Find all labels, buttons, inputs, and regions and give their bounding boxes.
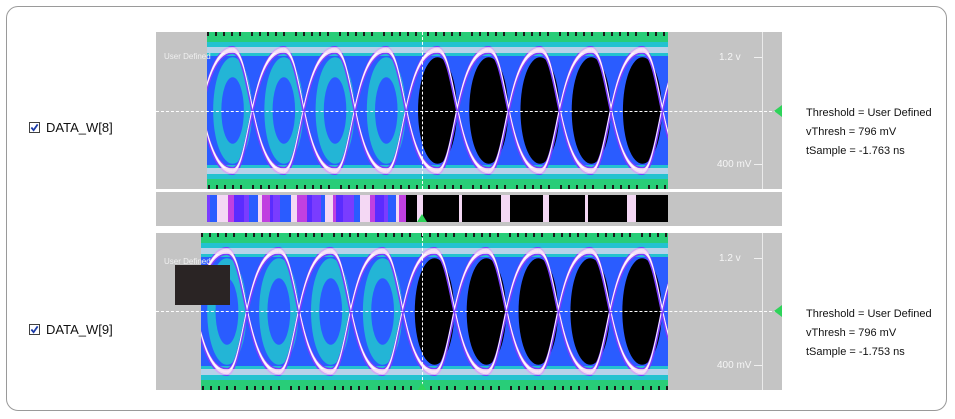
eye-diagram-plot[interactable] (207, 32, 668, 189)
scale-bottom-label: 400 mV (717, 159, 752, 170)
threshold-line[interactable] (156, 111, 782, 112)
tsample-text: tSample = -1.763 ns (806, 145, 905, 157)
channel-checkbox-data-w8[interactable]: DATA_W[8] (29, 120, 113, 135)
overlay-label: User Defined (164, 52, 211, 61)
sample-cursor-marker-icon[interactable] (417, 214, 427, 222)
timing-bar-svg (207, 195, 669, 222)
timing-strip (156, 192, 782, 226)
redaction-box (175, 265, 230, 305)
threshold-line[interactable] (156, 311, 782, 312)
vthresh-text: vThresh = 796 mV (806, 327, 897, 339)
vthresh-text: vThresh = 796 mV (806, 126, 897, 138)
axis-tick (754, 164, 762, 165)
eye-panel-data-w9[interactable]: User Defined 1.2 v 400 mV (156, 233, 782, 390)
eye-panel-data-w8[interactable]: User Defined 1.2 v 400 mV (156, 32, 782, 189)
channel-name: DATA_W[9] (46, 322, 113, 337)
threshold-marker-icon[interactable] (774, 305, 782, 317)
channel-info-data-w9: Threshold = User Defined vThresh = 796 m… (806, 305, 932, 362)
axis-tick (754, 258, 762, 259)
channel-name: DATA_W[8] (46, 120, 113, 135)
eye-diagram-svg (207, 32, 668, 189)
voltage-axis (762, 32, 763, 189)
checkbox-checked-icon[interactable] (29, 324, 40, 335)
sample-cursor-marker-icon[interactable] (417, 383, 427, 390)
overlay-label: User Defined (164, 257, 211, 266)
channel-info-data-w8: Threshold = User Defined vThresh = 796 m… (806, 104, 932, 161)
channel-checkbox-data-w9[interactable]: DATA_W[9] (29, 322, 113, 337)
timing-bar (207, 195, 669, 222)
scale-top-label: 1.2 v (719, 253, 741, 264)
threshold-text: Threshold = User Defined (806, 107, 932, 119)
checkbox-checked-icon[interactable] (29, 122, 40, 133)
threshold-marker-icon[interactable] (774, 105, 782, 117)
threshold-text: Threshold = User Defined (806, 308, 932, 320)
scale-bottom-label: 400 mV (717, 360, 752, 371)
tsample-text: tSample = -1.753 ns (806, 346, 905, 358)
sample-cursor-line[interactable] (422, 32, 423, 189)
axis-tick (754, 365, 762, 366)
scale-top-label: 1.2 v (719, 52, 741, 63)
axis-tick (754, 57, 762, 58)
sample-cursor-line[interactable] (422, 233, 423, 390)
